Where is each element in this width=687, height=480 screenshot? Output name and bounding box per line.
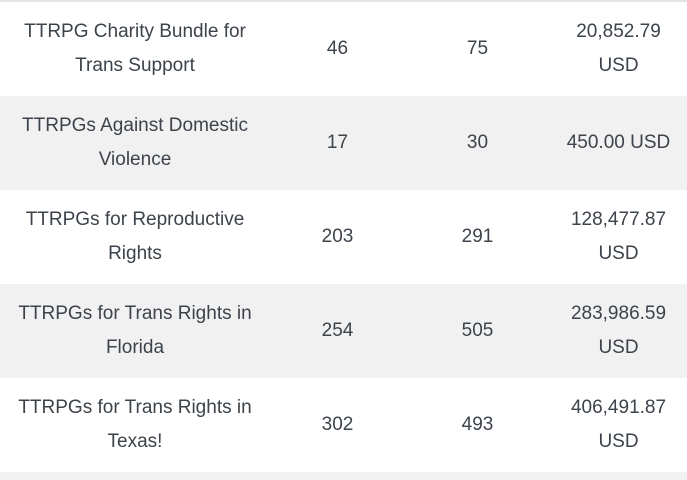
table-row: TTRPGs for Trans Rights in Florida 254 5… [0,284,687,378]
table-row: TTRPGs for Reproductive Rights 203 291 1… [0,190,687,284]
amount-cell: 406,491.87 USD [550,391,687,459]
project-name-line1: TTRPGs for Reproductive [25,209,245,230]
count-cell-1: 302 [321,414,354,435]
count-cell-2: 291 [461,226,494,247]
table-row: TTRPGs for Trans Rights in Texas! 302 49… [0,378,687,472]
project-name-cell: TTRPGs Against Domestic Violence [0,109,270,177]
amount-line2: USD [598,55,639,76]
project-name-line2: Rights [108,243,162,264]
amount-line1: 406,491.87 [570,397,667,418]
count-cell-2: 505 [461,320,494,341]
project-name-line2: Trans Support [75,55,195,76]
project-name-cell: TTRPGs for Trans Rights in Florida [0,297,270,365]
project-name-cell: TTRPGs for Trans Rights in Texas! [0,391,270,459]
next-row-partial [0,472,687,480]
amount-line1: 20,852.79 [576,21,661,42]
amount-line1: 450.00 USD [566,132,671,153]
count-cell-1: 203 [321,226,354,247]
amount-line2: USD [598,243,639,264]
amount-line1: 283,986.59 [570,303,667,324]
project-name-line2: Florida [105,337,165,358]
amount-cell: 20,852.79 USD [550,15,687,83]
project-name-line1: TTRPGs Against Domestic [22,115,248,136]
amount-line2: USD [598,337,639,358]
project-name-line2: Violence [98,149,172,170]
project-name-line1: TTRPGs for Trans Rights in [18,397,252,418]
project-name-cell: TTRPGs for Reproductive Rights [0,203,270,271]
table-row: TTRPGs Against Domestic Violence 17 30 4… [0,96,687,190]
amount-line2: USD [598,431,639,452]
amount-cell: 450.00 USD [550,126,687,160]
count-cell-1: 254 [321,320,354,341]
count-cell-1: 17 [326,132,349,153]
count-cell-2: 75 [466,38,489,59]
amount-cell: 128,477.87 USD [550,203,687,271]
count-cell-1: 46 [326,38,349,59]
table-row: TTRPG Charity Bundle for Trans Support 4… [0,2,687,96]
count-cell-2: 30 [466,132,489,153]
count-cell-2: 493 [461,414,494,435]
project-name-line1: TTRPGs for Trans Rights in [18,303,252,324]
project-name-cell: TTRPG Charity Bundle for Trans Support [0,15,270,83]
amount-line1: 128,477.87 [570,209,667,230]
amount-cell: 283,986.59 USD [550,297,687,365]
project-name-line1: TTRPG Charity Bundle for [24,21,246,42]
project-name-line2: Texas! [107,431,163,452]
